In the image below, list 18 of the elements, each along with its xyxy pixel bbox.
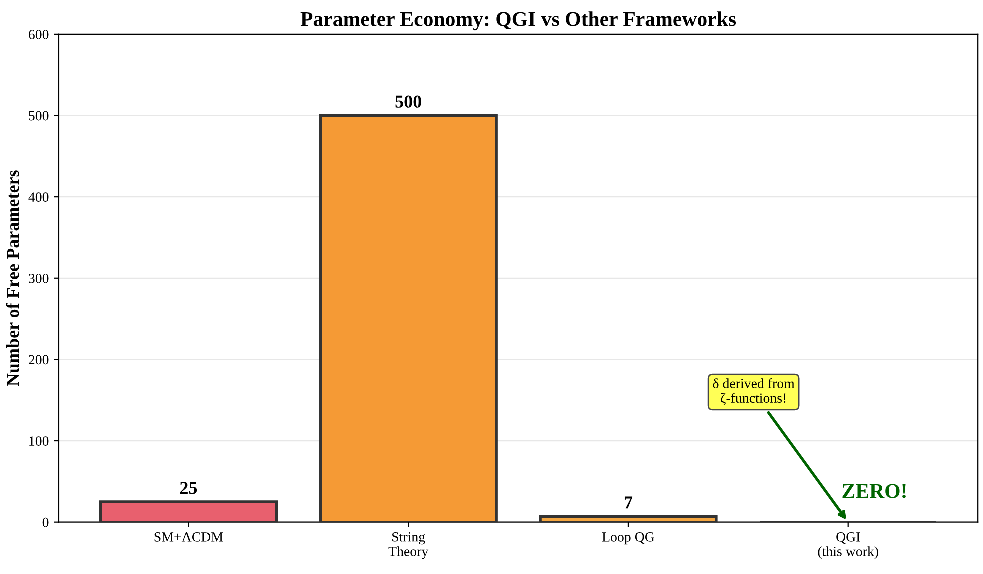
x-tick-label: String Theory [388, 532, 429, 560]
y-axis-title: Number of Free Parameters [6, 170, 20, 386]
annotation: ZERO! [842, 484, 906, 498]
y-tick-label: 400 [28, 192, 49, 202]
y-tick-label: 0 [42, 518, 49, 528]
y-tick-label: 500 [29, 111, 49, 121]
data-label: 500 [396, 96, 422, 108]
x-tick-label: QGI (this work) [818, 532, 878, 560]
y-tick-label: 200 [29, 355, 49, 365]
data-label: 25 [180, 482, 198, 494]
x-tick-label: Loop QG [602, 532, 654, 545]
annotation: δ derived from ζ-functions! [713, 378, 795, 406]
y-tick-label: 300 [29, 274, 49, 284]
y-tick-label: 100 [30, 436, 49, 446]
chart-title: Parameter Economy: QGI vs Other Frameworks [300, 12, 736, 31]
data-label: 7 [624, 496, 633, 509]
x-tick-label: SM+ΛCDM [154, 532, 224, 542]
y-tick-label: 600 [29, 30, 49, 40]
